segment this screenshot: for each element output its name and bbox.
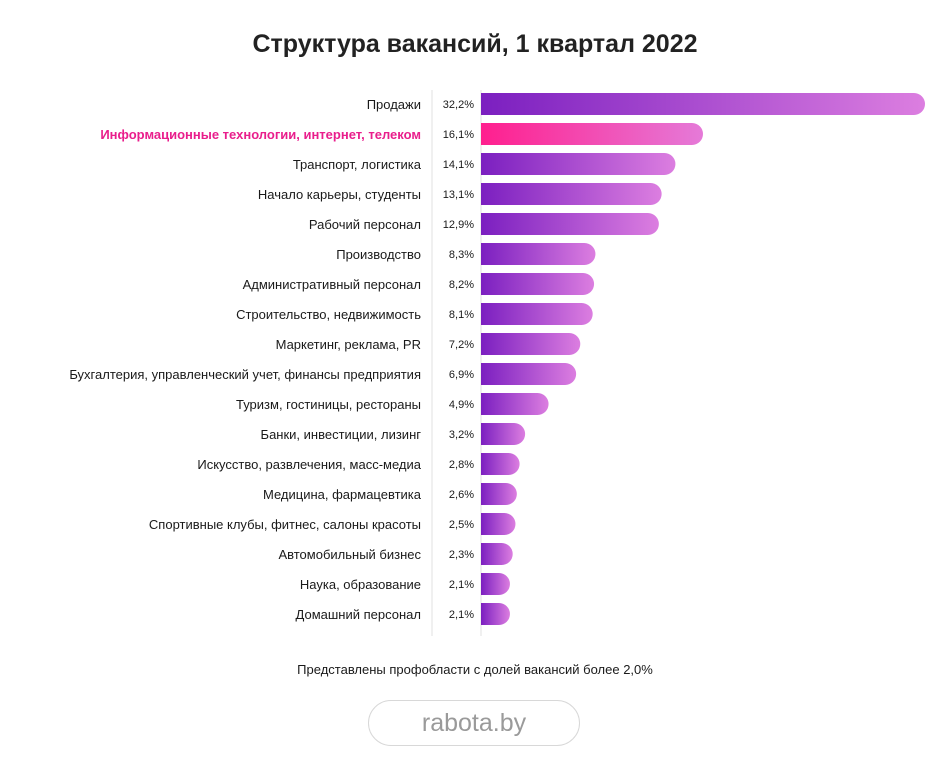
bar [481, 123, 703, 145]
category-label: Искусство, развлечения, масс-медиа [197, 457, 421, 472]
bar [481, 543, 513, 565]
bar-chart: Продажи 32,2% Информационные технологии, и… [69, 90, 925, 636]
value-label: 13,1% [443, 189, 474, 201]
value-label: 2,5% [449, 519, 474, 531]
bar [481, 363, 577, 385]
bar [481, 213, 659, 235]
value-label: 14,1% [443, 159, 474, 171]
bar [481, 333, 581, 355]
category-label: Спортивные клубы, фитнес, салоны красоты [149, 517, 421, 532]
category-label: Маркетинг, реклама, PR [276, 337, 421, 352]
value-label: 3,2% [449, 429, 474, 441]
bar [481, 603, 510, 625]
footnote: Представлены профобласти с долей ваканси… [297, 662, 653, 677]
category-label: Производство [336, 247, 421, 262]
category-label: Автомобильный бизнес [278, 547, 421, 562]
brand-label: rabota.by [421, 708, 527, 737]
category-label: Транспорт, логистика [293, 157, 422, 172]
category-label: Информационные технологии, интернет, тел… [100, 127, 421, 142]
bar [481, 273, 595, 295]
category-label: Административный персонал [243, 277, 421, 292]
category-label: Банки, инвестиции, лизинг [261, 427, 422, 442]
category-label: Туризм, гостиницы, рестораны [236, 397, 421, 412]
category-label: Начало карьеры, студенты [258, 187, 421, 202]
bar [481, 183, 662, 205]
bar [481, 393, 549, 415]
category-label: Домашний персонал [296, 607, 421, 622]
bar [481, 513, 516, 535]
bar [481, 243, 596, 265]
bar [481, 93, 925, 115]
category-label: Продажи [367, 97, 421, 112]
value-label: 2,1% [449, 609, 474, 621]
category-label: Рабочий персонал [309, 217, 421, 232]
bar [481, 483, 517, 505]
bars-group: Продажи 32,2% Информационные технологии, и… [69, 93, 925, 625]
value-label: 16,1% [443, 129, 474, 141]
category-label: Наука, образование [300, 577, 421, 592]
value-label: 8,1% [449, 309, 474, 321]
value-label: 8,3% [449, 249, 474, 261]
category-label: Строительство, недвижимость [236, 307, 421, 322]
value-label: 2,6% [449, 489, 474, 501]
value-label: 2,8% [449, 459, 474, 471]
value-label: 7,2% [449, 339, 474, 351]
value-label: 4,9% [449, 399, 474, 411]
value-label: 6,9% [449, 369, 474, 381]
value-label: 8,2% [449, 279, 474, 291]
chart-title: Структура вакансий, 1 квартал 2022 [252, 30, 698, 58]
value-label: 2,1% [449, 579, 474, 591]
brand-badge[interactable]: rabota.by [368, 700, 580, 746]
value-label: 2,3% [449, 549, 474, 561]
value-label: 12,9% [443, 219, 474, 231]
bar [481, 573, 510, 595]
value-label: 32,2% [443, 99, 474, 111]
category-label: Медицина, фармацевтика [263, 487, 422, 502]
category-label: Бухгалтерия, управленческий учет, финанс… [69, 367, 421, 382]
bar [481, 303, 593, 325]
bar [481, 453, 520, 475]
bar [481, 153, 676, 175]
bar [481, 423, 526, 445]
